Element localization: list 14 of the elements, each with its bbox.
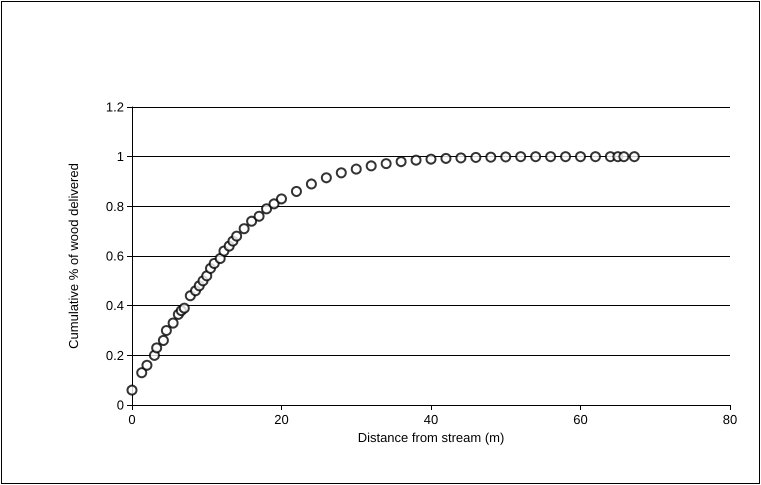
x-tick-label: 80: [722, 412, 738, 427]
y-axis-title: Cumulative % of wood delivered: [66, 163, 81, 349]
y-tick-label: 0.6: [106, 248, 124, 264]
y-tick-label: 0.8: [106, 198, 124, 214]
y-tick-label: 0.2: [106, 348, 124, 363]
x-tick-label: 0: [128, 412, 136, 427]
x-tick-label: 40: [424, 412, 438, 427]
x-tick-label: 60: [573, 412, 588, 427]
y-tick-label: 1: [116, 149, 124, 164]
x-tick-label: 20: [274, 412, 289, 427]
y-tick-label: 0: [116, 398, 124, 412]
y-tick-label: 0.4: [106, 298, 124, 314]
x-axis-title: Distance from stream (m): [358, 430, 504, 445]
y-tick-label: 1.2: [106, 100, 124, 114]
